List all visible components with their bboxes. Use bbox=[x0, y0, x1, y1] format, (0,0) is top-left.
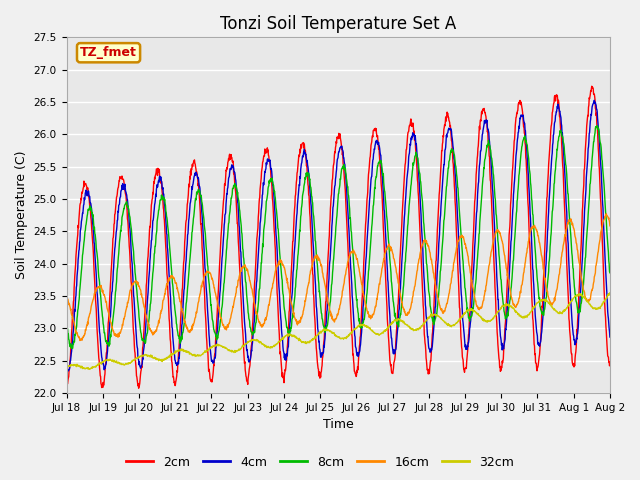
Title: Tonzi Soil Temperature Set A: Tonzi Soil Temperature Set A bbox=[220, 15, 456, 33]
Legend: 2cm, 4cm, 8cm, 16cm, 32cm: 2cm, 4cm, 8cm, 16cm, 32cm bbox=[121, 451, 519, 474]
Y-axis label: Soil Temperature (C): Soil Temperature (C) bbox=[15, 151, 28, 279]
Text: TZ_fmet: TZ_fmet bbox=[80, 46, 137, 59]
X-axis label: Time: Time bbox=[323, 419, 353, 432]
